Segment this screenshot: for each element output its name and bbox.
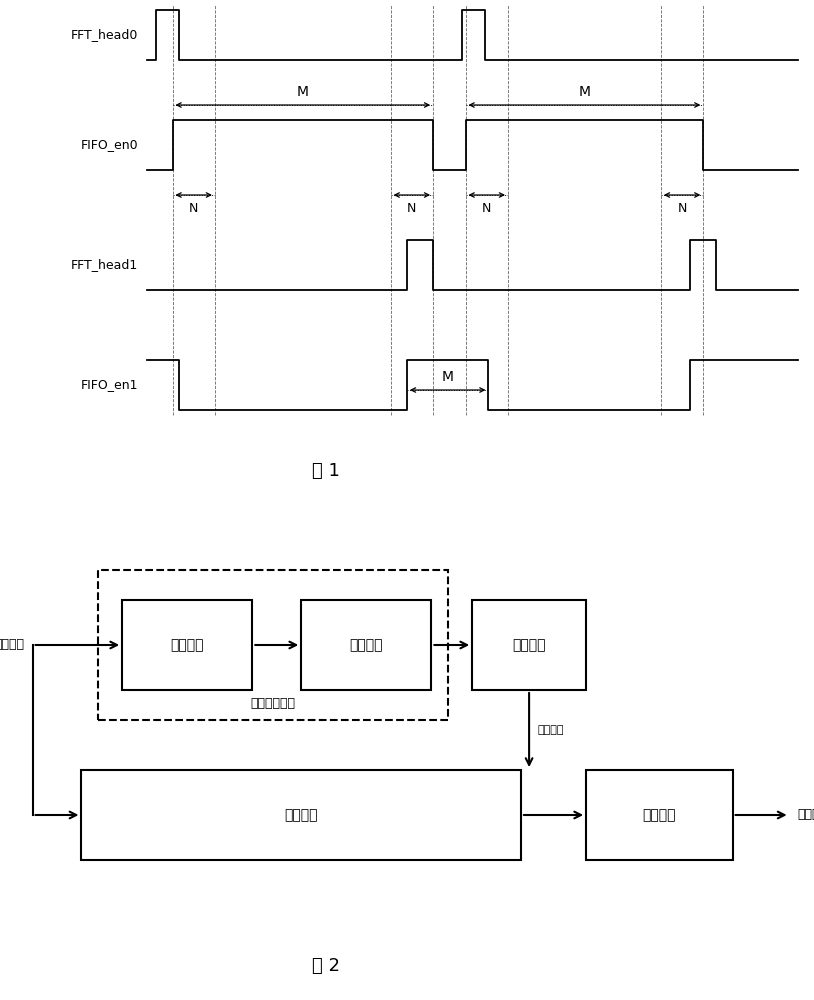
Text: FIFO_en0: FIFO_en0: [81, 138, 138, 151]
Text: 干扰检测: 干扰检测: [284, 808, 318, 822]
Text: N: N: [407, 202, 417, 216]
Text: 低通滤波: 低通滤波: [349, 638, 383, 652]
Text: FFT_head1: FFT_head1: [71, 258, 138, 271]
Bar: [122, 600, 252, 690]
Text: N: N: [677, 202, 687, 216]
Bar: [98, 570, 448, 720]
Text: 平均功率统计: 平均功率统计: [250, 697, 295, 710]
Text: M: M: [442, 370, 453, 384]
Text: 计算功率: 计算功率: [170, 638, 204, 652]
Text: 输入信号: 输入信号: [0, 639, 24, 652]
Bar: [301, 600, 431, 690]
Text: M: M: [579, 85, 590, 99]
Text: N: N: [482, 202, 492, 216]
Bar: [81, 770, 521, 860]
Text: 门限计算: 门限计算: [512, 638, 546, 652]
Text: M: M: [297, 85, 309, 99]
Text: FFT_head0: FFT_head0: [71, 28, 138, 41]
Text: 输出信号: 输出信号: [798, 808, 814, 822]
Text: 检测阈値: 检测阈値: [537, 725, 564, 735]
Bar: [586, 770, 733, 860]
Text: 图 2: 图 2: [312, 957, 339, 975]
Text: N: N: [189, 202, 199, 216]
Text: 干扰屏蔽: 干扰屏蔽: [642, 808, 676, 822]
Text: 图 1: 图 1: [312, 462, 339, 480]
Text: FIFO_en1: FIFO_en1: [81, 378, 138, 391]
Bar: [472, 600, 586, 690]
